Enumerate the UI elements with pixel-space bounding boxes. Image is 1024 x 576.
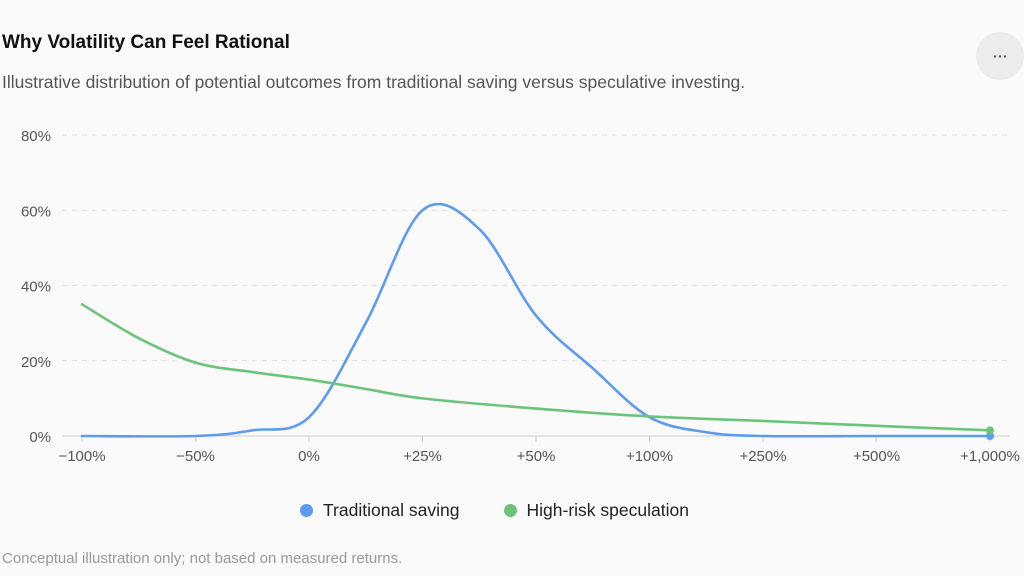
line-chart: 0% 20% 40% 60% 80% −100% −50% 0% +25% +50% +100% +… xyxy=(21,128,1020,465)
chart-title: Why Volatility Can Feel Rational xyxy=(2,32,290,53)
legend-swatch-speculation xyxy=(503,504,517,517)
y-tick-label: 80% xyxy=(21,128,51,145)
legend-swatch-traditional xyxy=(300,504,313,517)
series-end-point xyxy=(986,426,994,435)
legend-item-high-risk-speculation[interactable]: High-risk speculation xyxy=(503,500,689,521)
x-tick-label: +25% xyxy=(403,448,442,465)
x-tick-label: +250% xyxy=(739,448,786,465)
x-tick-label: +500% xyxy=(853,448,900,465)
x-tick-label: +1,000% xyxy=(960,448,1020,465)
y-tick-label: 40% xyxy=(21,279,51,296)
legend-item-traditional-saving[interactable]: Traditional saving xyxy=(300,500,460,521)
legend: Traditional saving High-risk speculation xyxy=(300,500,733,521)
series-line-traditional-saving xyxy=(80,202,992,438)
y-tick-label: 20% xyxy=(21,354,51,371)
series-lines xyxy=(80,202,994,440)
y-tick-label: 60% xyxy=(21,203,51,220)
x-tick-label: 0% xyxy=(298,448,320,465)
series-end-point xyxy=(986,432,994,440)
x-tick-label: −100% xyxy=(58,448,105,465)
x-tick-label: +50% xyxy=(517,448,556,465)
x-axis-ticks: −100% −50% 0% +25% +50% +100% +250% +500% +1,000… xyxy=(58,436,1020,465)
y-tick-label: 0% xyxy=(29,429,51,446)
more-icon: ··· xyxy=(992,46,1008,66)
more-options-button[interactable]: ··· xyxy=(976,32,1024,80)
legend-label-speculation: High-risk speculation xyxy=(526,500,689,520)
chart-subtitle: Illustrative distribution of potential o… xyxy=(2,72,746,92)
footnote: Conceptual illustration only; not based … xyxy=(2,550,403,567)
x-tick-label: +100% xyxy=(626,448,673,465)
x-tick-label: −50% xyxy=(176,448,215,465)
legend-label-traditional: Traditional saving xyxy=(323,500,460,520)
gridlines xyxy=(62,134,1010,437)
y-axis-ticks: 0% 20% 40% 60% 80% xyxy=(21,128,51,446)
series-line-high-risk-speculation xyxy=(80,303,992,432)
